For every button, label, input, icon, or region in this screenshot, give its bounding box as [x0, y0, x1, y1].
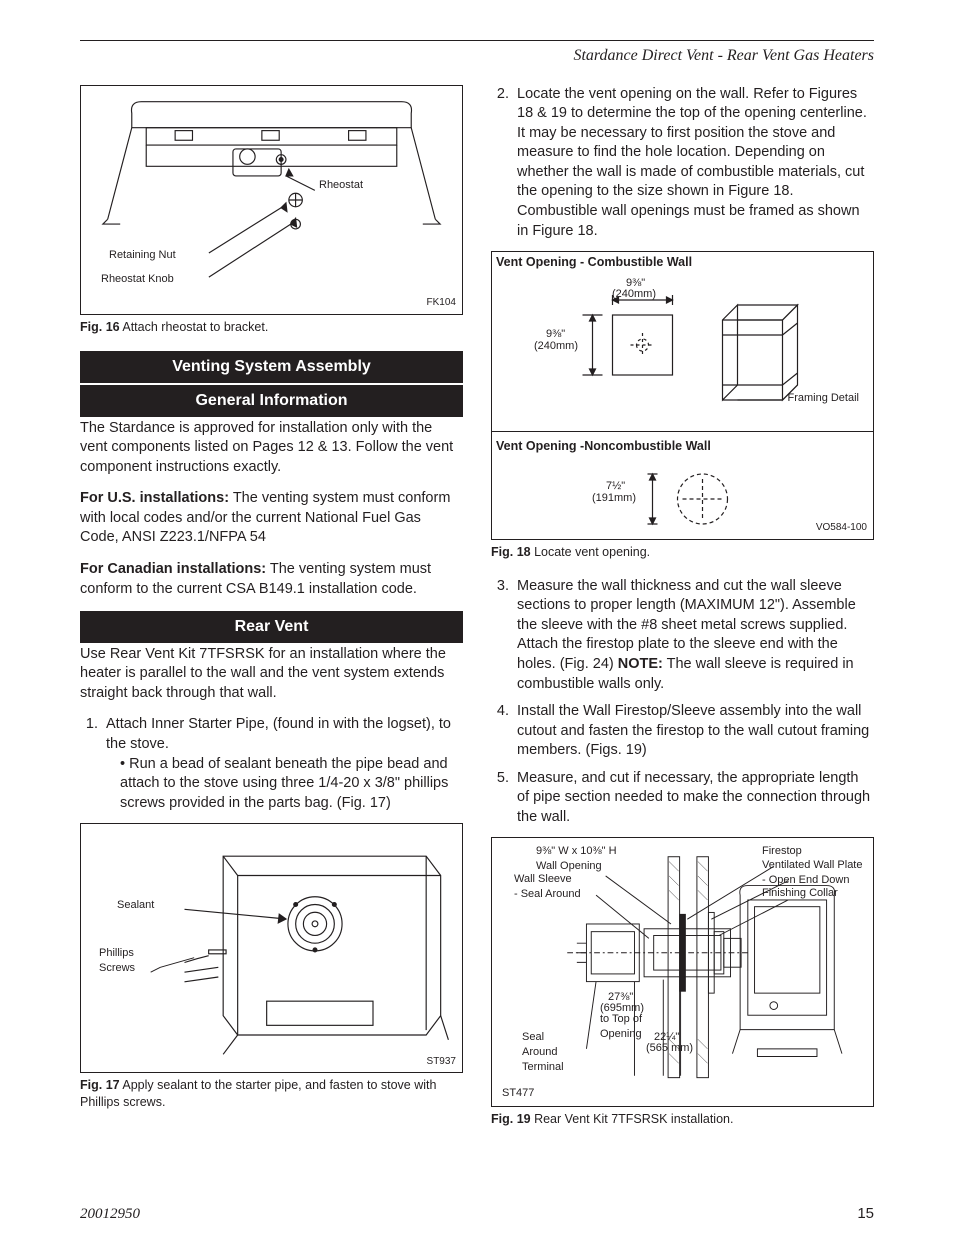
section-venting: Venting System Assembly [80, 351, 463, 383]
fig18-sub2: Vent Opening -Noncombustible Wall [496, 438, 873, 455]
fig16-code: FK104 [427, 296, 456, 310]
figure-18: Vent Opening - Combustible Wall [491, 251, 874, 540]
fig16-label-knob: Rheostat Knob [101, 272, 174, 287]
fig17-label-screws: Phillips Screws [99, 946, 135, 976]
fig16-caption: Fig. 16 Attach rheostat to bracket. [80, 319, 463, 336]
list-item-4: Install the Wall Firestop/Sleeve assembl… [513, 702, 874, 761]
header-rule [80, 40, 874, 41]
fig19-opening: 9⅜" W x 10⅜" H Wall Opening [536, 844, 617, 874]
list-item-3: Measure the wall thickness and cut the w… [513, 577, 874, 694]
fig18-caption: Fig. 18 Locate vent opening. [491, 544, 874, 561]
fig17-diagram [89, 832, 454, 1064]
right-list-a: Locate the vent opening on the wall. Ref… [491, 85, 874, 242]
fig19-caption: Fig. 19 Rear Vent Kit 7TFSRSK installati… [491, 1111, 874, 1128]
fig18-code: VO584-100 [816, 521, 867, 535]
section-rearvent: Rear Vent [80, 611, 463, 643]
fig18-dim2mm: (240mm) [534, 339, 578, 354]
fig19-firestop: Firestop [762, 844, 802, 859]
footer-docnum: 20012950 [80, 1204, 140, 1224]
page-header-title: Stardance Direct Vent - Rear Vent Gas He… [80, 45, 874, 67]
fig17-caption: Fig. 17 Apply sealant to the starter pip… [80, 1077, 463, 1111]
list-item-1: Attach Inner Starter Pipe, (found in wit… [102, 715, 463, 813]
fig18-dim3mm: (191mm) [592, 491, 636, 506]
fig19-h1txt: to Top of Opening [600, 1012, 642, 1042]
fig19-collar: Finishing Collar [762, 886, 838, 901]
body-p4: Use Rear Vent Kit 7TFSRSK for an install… [80, 645, 463, 704]
right-column: Locate the vent opening on the wall. Ref… [491, 85, 874, 1145]
left-list: Attach Inner Starter Pipe, (found in wit… [80, 715, 463, 813]
body-p2: For U.S. installations: The venting syst… [80, 489, 463, 548]
fig18-divider [492, 431, 873, 432]
fig18-framing: Framing Detail [787, 391, 859, 406]
body-p1: The Stardance is approved for installati… [80, 419, 463, 478]
list-item-5: Measure, and cut if necessary, the appro… [513, 769, 874, 828]
fig17-code: ST937 [427, 1055, 456, 1069]
left-column: Rheostat Retaining Nut Rheostat Knob FK1… [80, 85, 463, 1145]
two-column-layout: Rheostat Retaining Nut Rheostat Knob FK1… [80, 85, 874, 1145]
fig16-label-rheostat: Rheostat [319, 178, 363, 193]
list-item-1a: Run a bead of sealant beneath the pipe b… [120, 755, 463, 814]
fig19-seal: Seal Around Terminal [522, 1030, 564, 1075]
figure-16: Rheostat Retaining Nut Rheostat Knob FK1… [80, 85, 463, 315]
list-item-2: Locate the vent opening on the wall. Ref… [513, 85, 874, 242]
footer-pagenum: 15 [857, 1204, 874, 1224]
fig17-label-sealant: Sealant [117, 898, 154, 913]
fig19-code: ST477 [502, 1086, 534, 1101]
figure-17: Sealant Phillips Screws ST937 [80, 823, 463, 1073]
figure-19: 9⅜" W x 10⅜" H Wall Opening Wall Sleeve … [491, 837, 874, 1107]
section-general: General Information [80, 385, 463, 417]
fig18-sub1: Vent Opening - Combustible Wall [496, 254, 873, 271]
fig18-dim1mm: (240mm) [612, 287, 656, 302]
fig19-sleeve: Wall Sleeve - Seal Around [514, 872, 581, 902]
page-footer: 20012950 15 [80, 1204, 874, 1224]
right-list-b: Measure the wall thickness and cut the w… [491, 577, 874, 828]
fig19-h2mm: (565 mm) [646, 1041, 693, 1056]
fig19-plate: Ventilated Wall Plate - Open End Down [762, 858, 862, 888]
body-p3: For Canadian installations: The venting … [80, 560, 463, 599]
fig16-label-nut: Retaining Nut [109, 248, 176, 263]
